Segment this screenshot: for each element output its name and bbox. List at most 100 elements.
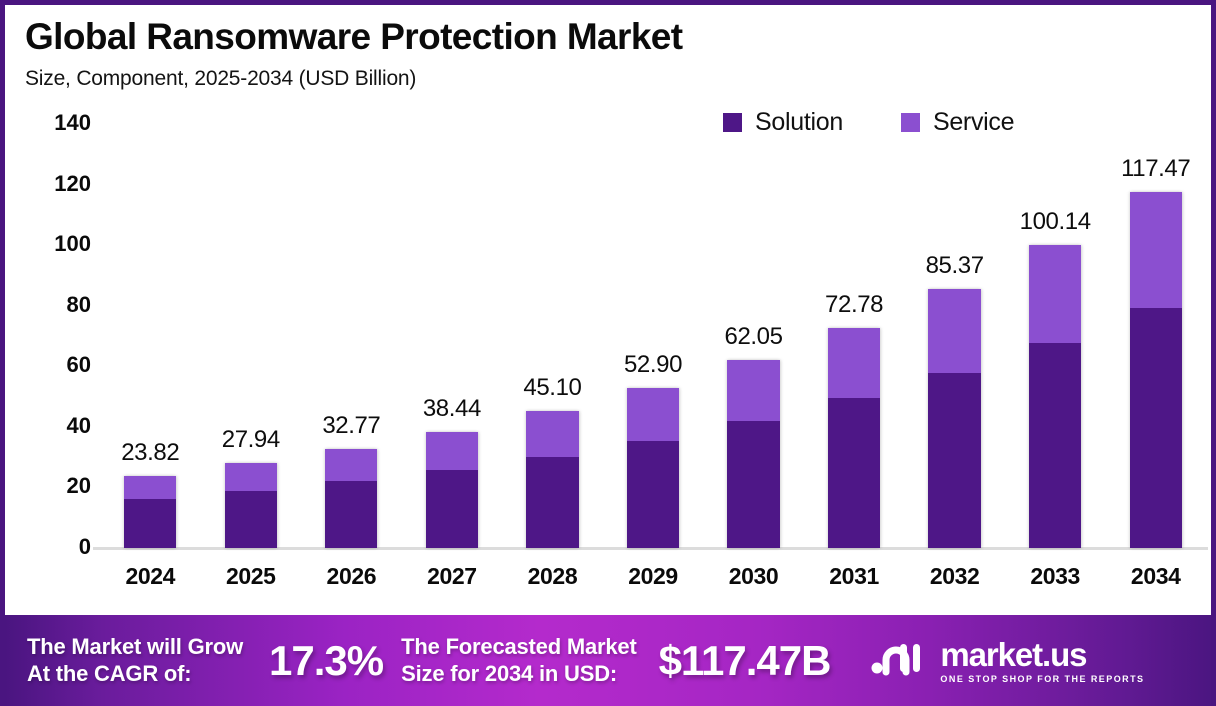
bar-segment-solution[interactable]	[1029, 343, 1082, 548]
x-axis-tick: 2025	[226, 563, 276, 589]
stacked-bar[interactable]	[928, 289, 981, 548]
bar-segment-solution[interactable]	[727, 421, 780, 548]
bar-segment-service[interactable]	[727, 360, 780, 422]
bar-group[interactable]: 45.10	[502, 123, 603, 548]
brand-logo[interactable]: market.us ONE STOP SHOP FOR THE REPORTS	[870, 638, 1144, 684]
summary-banner: The Market will Grow At the CAGR of: 17.…	[5, 615, 1211, 706]
x-axis-tick: 2028	[527, 563, 578, 589]
cagr-label-line2: At the CAGR of:	[27, 660, 192, 686]
forecast-label: The Forecasted Market Size for 2034 in U…	[401, 633, 637, 688]
bar-value-label: 52.90	[623, 350, 683, 378]
stacked-bar[interactable]	[1129, 192, 1182, 548]
bar-segment-solution[interactable]	[928, 372, 981, 548]
bar-value-label: 27.94	[221, 426, 280, 454]
logo-tagline: ONE STOP SHOP FOR THE REPORTS	[940, 673, 1145, 684]
square-swatch-icon	[900, 113, 920, 132]
page-title: Global Ransomware Protection Market	[25, 16, 683, 57]
bar-segment-service[interactable]	[1029, 244, 1082, 344]
stacked-bar[interactable]	[827, 327, 881, 548]
bar-segment-service[interactable]	[325, 448, 378, 482]
y-axis-tick: 60	[66, 352, 91, 378]
bar-segment-service[interactable]	[928, 289, 981, 373]
market-us-logo-icon	[870, 638, 928, 683]
bar-segment-solution[interactable]	[526, 457, 579, 548]
y-axis-tick: 80	[66, 291, 91, 317]
x-axis-tick: 2032	[929, 563, 980, 589]
bar-value-label: 117.47	[1121, 155, 1191, 183]
y-axis-tick: 40	[66, 412, 91, 438]
bar-value-label: 45.10	[523, 374, 582, 402]
cagr-value: 17.3%	[269, 636, 384, 684]
logo-text: market.us ONE STOP SHOP FOR THE REPORTS	[940, 638, 1144, 684]
chart-subtitle: Size, Component, 2025-2034 (USD Billion)	[25, 66, 417, 90]
bar-segment-solution[interactable]	[1129, 308, 1182, 548]
bar-group[interactable]: 52.90	[603, 123, 704, 548]
x-axis-tick: 2030	[728, 563, 779, 589]
bar-segment-service[interactable]	[526, 411, 579, 458]
bar-group[interactable]: 27.94	[201, 123, 302, 548]
legend-label-solution: Solution	[755, 108, 843, 136]
x-axis-tick: 2031	[829, 563, 879, 589]
bar-value-label: 100.14	[1019, 207, 1091, 235]
chart-plot-area: 0 20 40 60 80 100 120 140 23.82 27.94 32.77 38.44 4…	[5, 110, 1211, 605]
stacked-bar[interactable]	[1029, 244, 1082, 548]
stacked-bar[interactable]	[526, 411, 579, 548]
bars-container: 23.82 27.94 32.77 38.44 45.10 52.90 62.05 72.78…	[100, 123, 1206, 548]
stacked-bar[interactable]	[224, 463, 277, 548]
x-axis-tick: 2024	[125, 563, 176, 589]
chart-header: Global Ransomware Protection Market Size…	[5, 5, 1211, 91]
bar-value-label: 32.77	[322, 411, 381, 439]
y-axis-tick: 20	[66, 473, 91, 499]
y-axis: 0 20 40 60 80 100 120 140	[23, 110, 91, 559]
bar-group[interactable]: 100.14	[1005, 123, 1106, 548]
forecast-label-line2: Size for 2034 in USD:	[401, 660, 618, 686]
x-axis-baseline	[93, 547, 1208, 550]
cagr-label: The Market will Grow At the CAGR of:	[27, 634, 243, 688]
square-swatch-icon	[723, 113, 742, 132]
stacked-bar[interactable]	[626, 387, 680, 548]
bar-value-label: 23.82	[121, 438, 180, 466]
forecast-label-line1: The Forecasted Market	[401, 633, 637, 659]
x-axis: 2024 2025 2026 2027 2028 2029 2030 2031 2032 2033…	[100, 563, 1206, 597]
bar-value-label: 62.05	[724, 323, 783, 351]
bar-segment-service[interactable]	[425, 431, 479, 471]
x-axis-tick: 2034	[1130, 563, 1181, 589]
stacked-bar[interactable]	[727, 360, 780, 548]
bar-value-label: 38.44	[422, 394, 481, 422]
bar-segment-solution[interactable]	[425, 470, 479, 548]
bar-segment-service[interactable]	[124, 475, 177, 499]
legend-label-service: Service	[932, 108, 1015, 136]
x-axis-tick: 2029	[628, 563, 678, 589]
legend-item-service[interactable]: Service	[900, 108, 1015, 136]
bar-segment-solution[interactable]	[124, 498, 177, 548]
bar-segment-service[interactable]	[1129, 192, 1182, 309]
x-axis-tick: 2026	[326, 563, 377, 589]
bar-segment-solution[interactable]	[224, 490, 277, 548]
bar-segment-solution[interactable]	[325, 481, 378, 548]
bar-group[interactable]: 62.05	[703, 123, 804, 548]
y-axis-tick: 120	[54, 170, 91, 196]
bar-segment-service[interactable]	[224, 463, 277, 491]
bar-value-label: 72.78	[825, 290, 884, 318]
legend-item-solution[interactable]: Solution	[723, 110, 843, 135]
bar-group[interactable]: 85.37	[904, 123, 1005, 548]
bar-group[interactable]: 38.44	[402, 123, 503, 548]
bar-group[interactable]: 117.47	[1105, 123, 1206, 548]
bar-segment-service[interactable]	[626, 387, 680, 441]
y-axis-tick: 0	[78, 534, 91, 559]
bar-group[interactable]: 23.82	[100, 123, 201, 548]
cagr-label-line1: The Market will Grow	[27, 633, 244, 659]
y-axis-tick: 140	[54, 110, 91, 135]
bar-segment-service[interactable]	[827, 327, 881, 399]
x-axis-tick: 2027	[427, 563, 477, 589]
bar-group[interactable]: 72.78	[804, 123, 905, 548]
bar-segment-solution[interactable]	[626, 440, 680, 548]
bar-segment-solution[interactable]	[827, 398, 881, 548]
bar-value-label: 85.37	[925, 252, 984, 280]
y-axis-tick: 100	[54, 231, 91, 257]
stacked-bar[interactable]	[124, 475, 177, 548]
stacked-bar[interactable]	[325, 448, 378, 548]
stacked-bar[interactable]	[425, 431, 479, 548]
bar-group[interactable]: 32.77	[301, 123, 402, 548]
